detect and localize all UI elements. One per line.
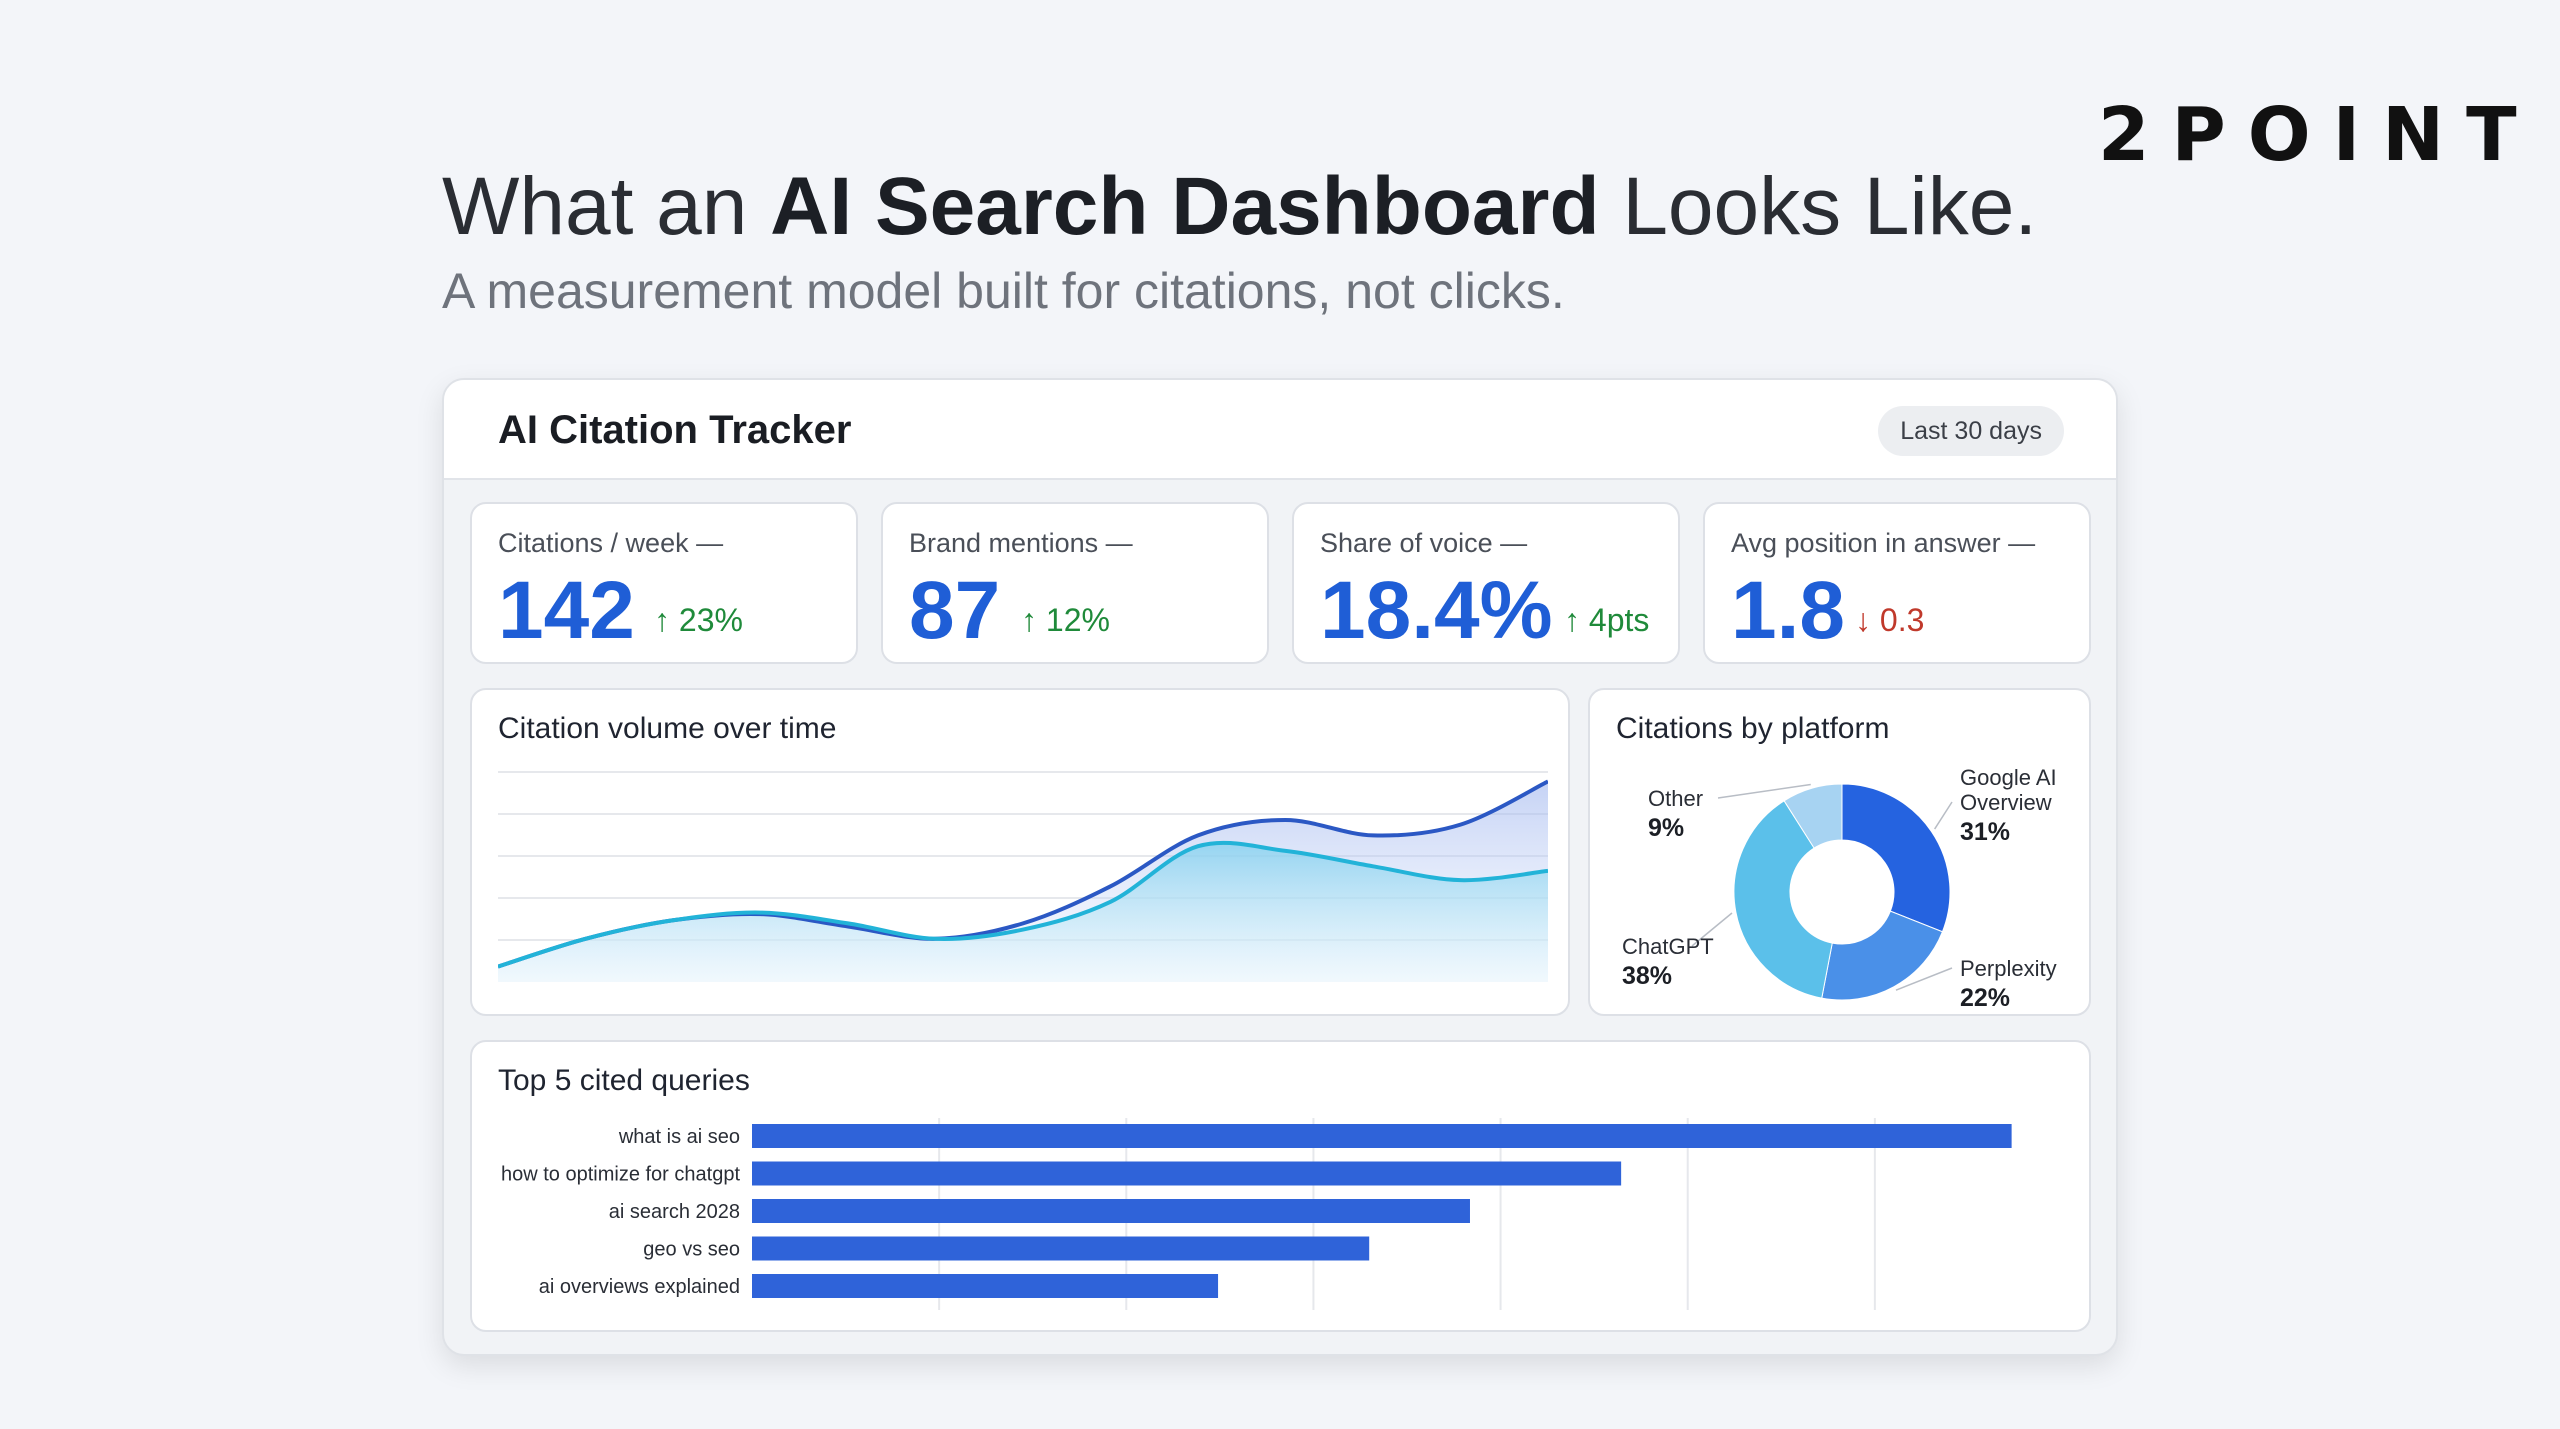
pie-value-label: 38% [1622,962,1672,990]
series-line-light [498,840,1548,969]
kpi-delta: ↓ 0.3 [1855,602,1925,638]
kpi-label: Share of voice — [1320,528,1528,558]
pie-label: Google AI [1960,765,2057,790]
kpi-card-citations: Citations / week — 142 ↑ 23% [470,502,858,664]
bar-category-label: ai overviews explained [539,1276,740,1298]
headline-prefix: What an [442,161,771,252]
bar [752,1161,1622,1186]
pie-label: Overview [1960,790,2052,815]
pie-value-label: 22% [1960,984,2010,1012]
bar-category-label: geo vs seo [643,1239,740,1261]
citation-volume-card: Citation volume over time [470,688,1570,1016]
bar [752,1124,2012,1148]
kpi-value: 142 [498,565,635,656]
bar-category-label: what is ai seo [618,1126,740,1148]
date-range-pill[interactable]: Last 30 days [1878,406,2064,456]
pie-label: ChatGPT [1622,934,1714,959]
kpi-label: Citations / week — [498,528,724,558]
kpi-delta: ↑ 12% [1021,602,1110,638]
tracker-title: AI Citation Tracker [498,408,852,452]
kpi-card-avg-position: Avg position in answer — 1.8 ↓ 0.3 [1703,502,2091,664]
page-subhead: A measurement model built for citations,… [442,263,1565,319]
donut-chart-title: Citations by platform [1616,712,1890,745]
pie-leader-line [1717,783,1811,799]
top-cited-queries-chart: what is ai seo how to optimize for chatgp… [501,1118,2012,1310]
citation-volume-chart [498,771,1548,982]
pie-slice [1733,800,1833,999]
kpi-card-brand-mentions: Brand mentions — 87 ↑ 12% [881,502,1269,664]
pie-value-label: 9% [1648,814,1684,842]
bar [752,1274,1219,1298]
bar [752,1236,1370,1261]
pie-slice [1841,783,1951,933]
brand-logo: 2POINT [2098,92,2539,178]
pie-label: Other [1648,786,1703,811]
bar-category-label: ai search 2028 [609,1201,740,1223]
platform-card: Citations by platform Google AI Overview 3… [1588,688,2091,1016]
pie-leader-line [1691,912,1733,947]
ai-citation-tracker-panel: AI Citation Tracker Last 30 days Citatio… [442,378,2118,1356]
bar-category-label: how to optimize for chatgpt [501,1164,740,1186]
pie-slice [1783,783,1843,849]
pie-leader-line [1934,801,1953,830]
series-area-light [498,842,1548,982]
top-queries-card: Top 5 cited queries what is ai seo how to… [470,1040,2091,1332]
pie-label: Perplexity [1960,956,2057,981]
kpi-delta: ↑ 23% [654,602,743,638]
bar-chart-title: Top 5 cited queries [498,1064,750,1097]
kpi-delta: ↑ 4pts [1564,602,1650,638]
bar [752,1199,1470,1223]
tracker-header: AI Citation Tracker Last 30 days [444,380,2116,480]
pie-slice [1821,910,1944,1001]
kpi-label: Brand mentions — [909,528,1133,558]
line-chart-title: Citation volume over time [498,712,837,745]
headline-suffix: Looks Like. [1599,161,2038,252]
kpi-label: Avg position in answer — [1731,528,2036,558]
kpi-card-share-of-voice: Share of voice — 18.4% ↑ 4pts [1292,502,1680,664]
kpi-value: 87 [909,565,1001,656]
kpi-value: 1.8 [1731,565,1845,656]
pie-value-label: 31% [1960,818,2010,846]
page-headline: What an AI Search Dashboard Looks Like. [442,160,2037,254]
kpi-value: 18.4% [1320,565,1553,656]
headline-bold: AI Search Dashboard [770,161,1600,252]
pie-leader-line [1895,967,1953,991]
